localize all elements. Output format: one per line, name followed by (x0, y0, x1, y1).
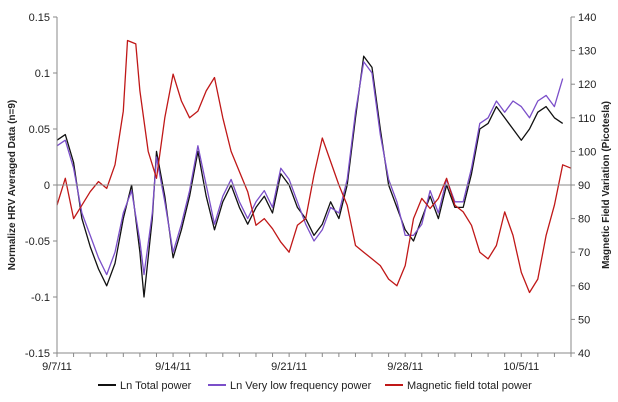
y2-tick-label: 60 (578, 281, 590, 293)
y2-tick-label: 90 (578, 180, 590, 192)
y-tick-label: 0 (44, 180, 50, 192)
y2-tick-label: 50 (578, 314, 590, 326)
x-tick-label: 9/28/11 (387, 361, 423, 373)
legend-item-magnetic-field: Magnetic field total power (385, 380, 532, 392)
y-tick-label: -0.1 (31, 292, 50, 304)
y2-axis-title: Magnetic Field Variation (Picotesla) (601, 101, 612, 269)
legend-label: Magnetic field total power (407, 380, 532, 392)
x-tick-label: 9/7/11 (42, 361, 72, 373)
y2-tick-label: 40 (578, 348, 590, 360)
y2-tick-label: 130 (578, 46, 596, 58)
legend: Ln Total power Ln Very low frequency powe… (98, 380, 532, 392)
axes-layer: 0.15 0.1 0.05 0 -0.05 -0.1 -0.15 140 130 120 110 10… (25, 12, 596, 373)
magnetic-field-line (56, 39, 572, 294)
y2-tick-label: 80 (578, 214, 590, 226)
total-power-line (56, 55, 564, 298)
y2-tick-label: 110 (578, 113, 596, 125)
legend-label: Ln Very low frequency power (230, 380, 372, 392)
x-tick-label: 9/14/11 (155, 361, 191, 373)
y-tick-label: 0.15 (29, 12, 50, 24)
y2-tick-label: 100 (578, 146, 596, 158)
y-axis-title: Normalize HRV Averaged Data (n=9) (7, 100, 18, 271)
y-tick-label: -0.05 (25, 236, 50, 248)
y2-tick-label: 140 (578, 12, 596, 24)
y-tick-label: -0.15 (25, 348, 50, 360)
y2-tick-label: 70 (578, 247, 590, 259)
series-layer (56, 39, 572, 298)
y-tick-label: 0.05 (29, 124, 50, 136)
legend-item-vlf-power: Ln Very low frequency power (208, 380, 372, 392)
vlf-power-line (56, 61, 564, 276)
y2-tick-label: 120 (578, 79, 596, 91)
x-tick-label: 9/21/11 (271, 361, 307, 373)
y-tick-label: 0.1 (35, 68, 50, 80)
x-tick-label: 10/5/11 (503, 361, 539, 373)
legend-label: Ln Total power (120, 380, 192, 392)
legend-item-total-power: Ln Total power (98, 380, 192, 392)
